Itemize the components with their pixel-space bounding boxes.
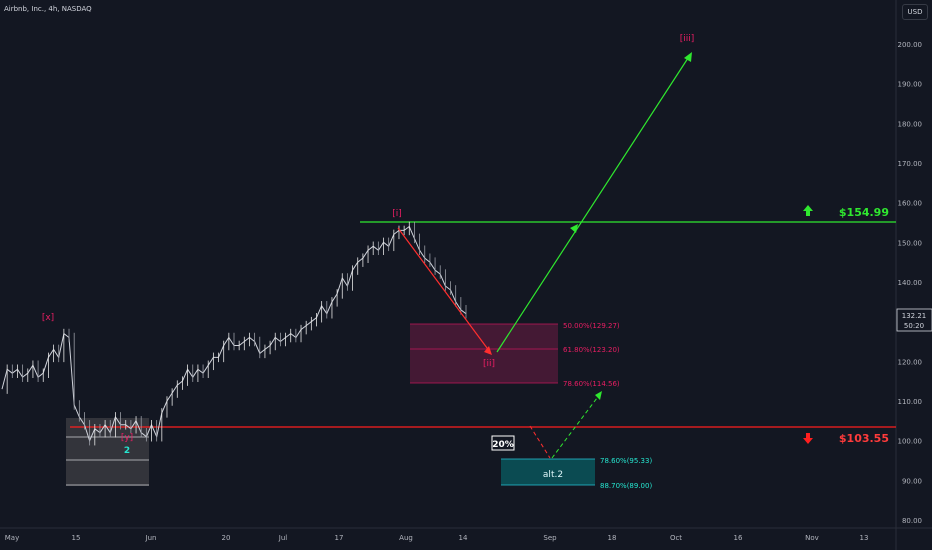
time-axis-ticks: May 15 Jun 20 Jul 17 Aug 14 Sep 18 Oct 1…	[5, 534, 869, 542]
y-tick-label: 110.00	[898, 398, 923, 406]
wave-label-ii: [ii]	[483, 359, 495, 369]
price-candles	[6, 221, 467, 446]
arrowhead-ii	[484, 346, 492, 355]
level-label-green: $154.99	[839, 206, 889, 219]
y-tick-label: 90.00	[902, 477, 922, 485]
wave-label-alt2: alt.2	[543, 470, 563, 480]
level-label-red: $103.55	[839, 432, 889, 445]
projection-alt-down	[529, 425, 551, 459]
last-price-label: 132.21	[902, 312, 927, 320]
fib-label-618: 61.80%(123.20)	[563, 346, 620, 354]
fib-label-786: 78.60%(114.56)	[563, 380, 620, 388]
x-tick-20: 20	[222, 534, 231, 542]
y-tick-label: 120.00	[898, 358, 923, 366]
wave-label-2: 2	[124, 446, 130, 456]
projection-i-to-ii	[397, 227, 491, 353]
y-tick-label: 200.00	[898, 41, 923, 49]
x-tick-nov: Nov	[805, 534, 819, 542]
x-tick-sep: Sep	[543, 534, 557, 542]
last-price-badge	[896, 308, 932, 332]
y-tick-label: 150.00	[898, 239, 923, 247]
arrow-up-icon	[803, 205, 813, 216]
probability-badge	[491, 435, 515, 451]
x-tick-jun: Jun	[145, 534, 157, 542]
wave-label-x: [x]	[42, 313, 54, 323]
fib-label-50: 50.00%(129.27)	[563, 322, 620, 330]
projection-alt-up	[551, 393, 601, 459]
x-tick-15: 15	[72, 534, 81, 542]
x-tick-oct: Oct	[670, 534, 682, 542]
wave-label-iii: [iii]	[680, 34, 695, 44]
wave-label-y: [y]	[121, 433, 133, 443]
y-tick-label: 180.00	[898, 120, 923, 128]
zone-alt-2	[501, 459, 595, 485]
y-tick-label: 100.00	[898, 438, 923, 446]
countdown-label: 50:20	[904, 322, 924, 330]
arrowhead-breakout	[570, 224, 578, 233]
wave-label-i: [i]	[392, 209, 402, 219]
alt-label-786: 78.60%(95.33)	[600, 457, 652, 465]
x-tick-16: 16	[734, 534, 743, 542]
y-tick-label: 160.00	[898, 200, 923, 208]
y-tick-label: 170.00	[898, 160, 923, 168]
x-tick-14: 14	[459, 534, 468, 542]
y-tick-label: 80.00	[902, 517, 922, 525]
arrowhead-iii	[684, 52, 692, 62]
x-tick-17: 17	[335, 534, 344, 542]
arrowhead-alt	[595, 391, 602, 400]
x-tick-18: 18	[608, 534, 617, 542]
projection-ii-to-iii	[496, 54, 691, 353]
y-tick-label: 190.00	[898, 81, 923, 89]
x-tick-jul: Jul	[278, 534, 288, 542]
symbol-title: Airbnb, Inc., 4h, NASDAQ	[4, 5, 92, 13]
x-tick-aug: Aug	[399, 534, 413, 542]
zone-fib-ii	[410, 324, 558, 383]
y-tick-label: 140.00	[898, 279, 923, 287]
currency-button[interactable]: USD	[902, 4, 928, 20]
x-tick-13: 13	[860, 534, 869, 542]
probability-label: 20%	[492, 440, 514, 450]
arrow-down-icon	[803, 433, 813, 444]
alt-label-887: 88.70%(89.00)	[600, 482, 652, 490]
x-tick-may: May	[5, 534, 19, 542]
